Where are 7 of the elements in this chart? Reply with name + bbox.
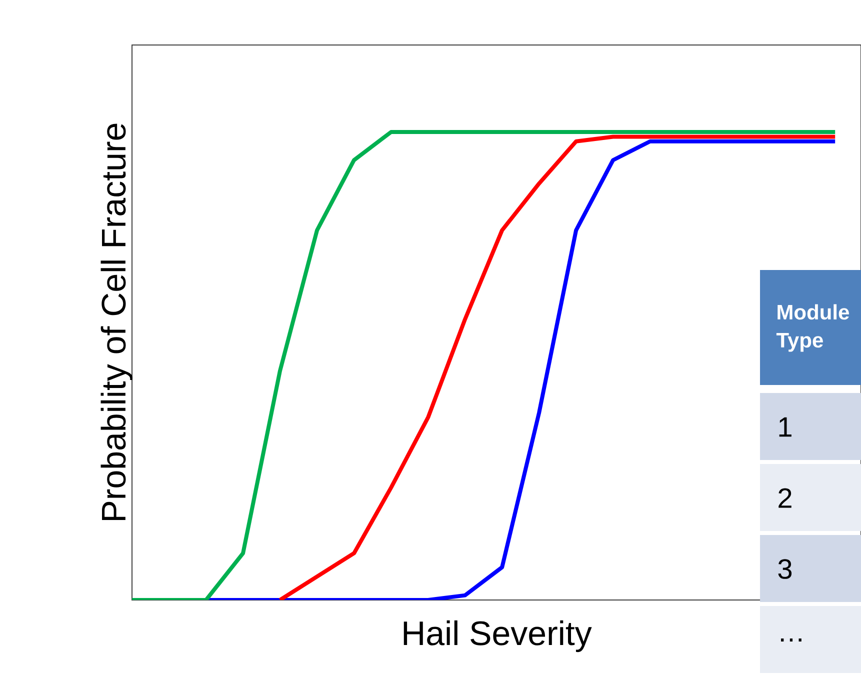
annotation: 2 — [778, 488, 792, 508]
annotation: 3 — [778, 559, 792, 579]
text: … — [781, 638, 802, 642]
y-axis-title: Probability of Cell Fracture — [100, 124, 132, 520]
x-axis-title: Hail Severity — [404, 620, 592, 652]
annotation: Module Type — [776, 304, 849, 352]
annotation: 1 — [779, 417, 792, 437]
